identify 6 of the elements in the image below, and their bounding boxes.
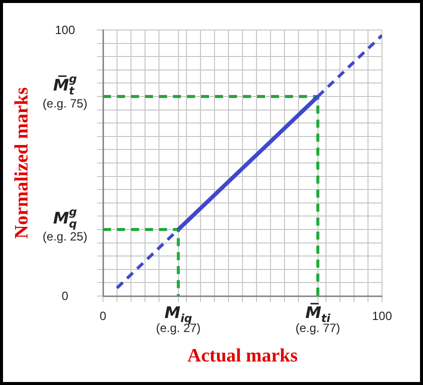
y-tick-label: 0 — [62, 289, 69, 303]
x-tick-label: 100 — [372, 309, 392, 323]
x-tick-label: 0 — [100, 309, 107, 323]
y-tick-label: 100 — [54, 23, 76, 37]
x-axis-title: Actual marks — [187, 346, 298, 367]
y-axis-title: Normalized marks — [11, 87, 32, 239]
